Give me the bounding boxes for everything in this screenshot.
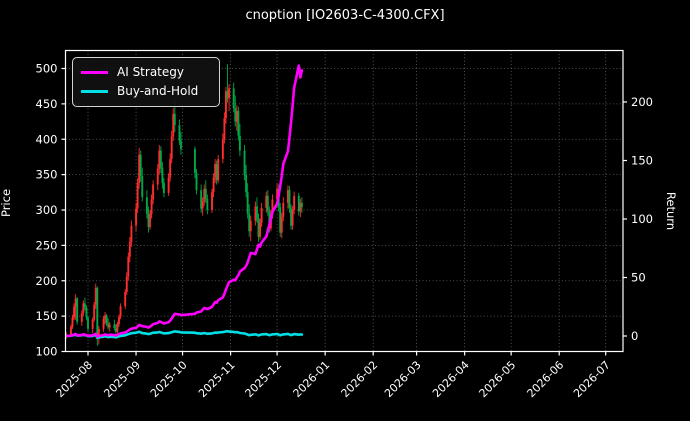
svg-text:2025-11: 2025-11 [196, 358, 238, 400]
line-buy-and-hold [65, 329, 304, 340]
svg-text:150: 150 [631, 154, 653, 168]
svg-text:2026-02: 2026-02 [339, 358, 381, 400]
svg-text:2026-06: 2026-06 [525, 358, 567, 400]
svg-text:2025-12: 2025-12 [243, 358, 285, 400]
price-axis-label: Price [0, 188, 14, 218]
svg-text:2025-08: 2025-08 [53, 358, 95, 400]
return-axis-label: Return [664, 191, 679, 231]
svg-text:100: 100 [631, 212, 653, 226]
svg-text:0: 0 [631, 329, 638, 343]
line-ai-strategy [65, 64, 304, 338]
svg-text:2026-03: 2026-03 [382, 358, 424, 400]
strategy-lines [65, 64, 304, 340]
svg-text:400: 400 [36, 132, 58, 146]
svg-text:2025-10: 2025-10 [148, 358, 190, 400]
legend-label-ai-strategy: AI Strategy [117, 65, 184, 79]
axis-ticks-and-labels: 100 150 200 250 300 350 400 450 500 0 50 100 150 200 2… [36, 62, 653, 401]
chart-title: cnoption [IO2603-C-4300.CFX] [245, 8, 445, 23]
axes-spines [64, 49, 624, 353]
svg-text:200: 200 [36, 274, 58, 288]
legend-label-buy-and-hold: Buy-and-Hold [117, 84, 199, 98]
ai-strategy-line-swatch [81, 71, 108, 74]
svg-text:250: 250 [36, 238, 58, 252]
svg-text:350: 350 [36, 168, 58, 182]
buy-and-hold-line-swatch [81, 90, 108, 93]
svg-text:500: 500 [36, 62, 58, 76]
svg-text:150: 150 [36, 309, 58, 323]
legend-item-ai-strategy: AI Strategy [81, 63, 211, 82]
legend: AI Strategy Buy-and-Hold [72, 57, 220, 107]
svg-text:200: 200 [631, 95, 653, 109]
svg-text:2025-09: 2025-09 [101, 358, 143, 400]
svg-text:2026-04: 2026-04 [430, 358, 472, 400]
svg-text:2026-05: 2026-05 [477, 358, 519, 400]
svg-text:2026-07: 2026-07 [571, 358, 613, 400]
legend-item-buy-and-hold: Buy-and-Hold [81, 82, 211, 101]
svg-text:450: 450 [36, 97, 58, 111]
svg-text:100: 100 [36, 345, 58, 359]
svg-text:2026-01: 2026-01 [291, 358, 333, 400]
svg-text:300: 300 [36, 203, 58, 217]
svg-text:50: 50 [631, 271, 646, 285]
